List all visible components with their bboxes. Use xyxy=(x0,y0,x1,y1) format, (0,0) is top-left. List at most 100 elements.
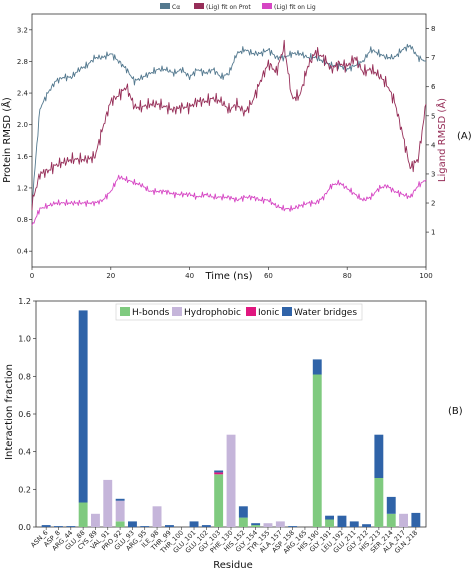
y2-tick-label: 2 xyxy=(431,200,435,208)
y-tick-label: 2.4 xyxy=(17,90,29,98)
bar-hydrophobic-ala-217 xyxy=(399,513,408,527)
legend-label-hbonds: H-bonds xyxy=(132,308,170,318)
rmsd-y-left-label: Protein RMSD (Å) xyxy=(0,97,13,183)
bar-water-glu-101 xyxy=(189,521,199,528)
bar-water-thr-99 xyxy=(165,525,174,527)
interaction-y-axis-label: Interaction fraction xyxy=(4,364,15,460)
bar-water-glu-93 xyxy=(128,521,137,528)
bar-water-his-152 xyxy=(238,506,248,518)
bar-water-gly-212 xyxy=(362,524,371,527)
bar-hbonds-pro-92 xyxy=(115,521,125,528)
rmsd-line-chart: 0 20 40 60 80 100 0.4 0.8 1.2 1.6 2.0 2.4 2.8 3.2 1 2… xyxy=(0,3,472,282)
legend-swatch-hydrophobic xyxy=(172,307,182,316)
bar-water-arg-95 xyxy=(140,526,150,527)
bar-water-asp-8 xyxy=(54,526,63,527)
y-tick-label: 3.2 xyxy=(17,26,28,34)
legend-label-lig-prot: (Lig) fit on Prot xyxy=(206,4,251,11)
y-tick-label: 1.2 xyxy=(17,184,28,192)
bar-hbonds-glu-88 xyxy=(78,502,88,527)
legend-swatch-ionic xyxy=(246,307,256,316)
legend-label-protein: Cα xyxy=(172,4,180,11)
legend-swatch-lig-prot xyxy=(194,3,204,9)
series-line-lig-lig xyxy=(31,174,427,226)
y-tick-label: 0.2 xyxy=(18,485,31,494)
legend-label-hydrophobic: Hydrophobic xyxy=(184,308,241,318)
y2-tick-label: 1 xyxy=(431,229,435,237)
y-tick-label: 0.8 xyxy=(17,216,28,224)
bar-water-gly-154 xyxy=(251,523,261,526)
rmsd-y-left-ticks: 0.4 0.8 1.2 1.6 2.0 2.4 2.8 3.2 xyxy=(17,26,32,256)
rmsd-y-right-label: Ligand RMSD (Å) xyxy=(435,98,448,182)
bar-water-pro-92 xyxy=(115,498,125,501)
panel-label-a: (A) xyxy=(457,131,472,142)
interaction-x-ticks: ASN_6ASP_8ARG_44GLU_88CYS_89VAL_91PRO_92… xyxy=(29,527,419,556)
bar-hbonds-gly-103 xyxy=(214,474,224,527)
y2-tick-label: 7 xyxy=(431,54,435,62)
rmsd-series-group xyxy=(31,39,427,226)
x-tick-label: 60 xyxy=(264,272,273,280)
y-tick-label: 0.8 xyxy=(18,372,31,381)
rmsd-y-right-ticks: 1 2 3 4 5 6 7 8 xyxy=(426,25,436,237)
y-tick-label: 2.8 xyxy=(17,58,28,66)
series-line-lig-prot xyxy=(31,39,427,211)
y-tick-label: 1.6 xyxy=(17,153,29,161)
bar-hbonds-ser-214 xyxy=(386,513,396,527)
bar-water-asp-158 xyxy=(288,526,298,527)
y-tick-label: 2.0 xyxy=(17,121,28,129)
bar-water-gly-103 xyxy=(214,470,224,473)
y2-tick-label: 4 xyxy=(431,141,436,149)
bar-hbonds-his-190 xyxy=(312,374,322,527)
y-tick-label: 1.2 xyxy=(18,297,31,306)
bar-hbonds-gly-154 xyxy=(251,525,261,527)
y2-tick-label: 5 xyxy=(431,112,435,120)
bar-water-his-213 xyxy=(374,434,384,478)
bar-water-his-190 xyxy=(312,359,322,375)
bar-hydrophobic-pro-92 xyxy=(115,500,125,522)
y2-tick-label: 3 xyxy=(431,170,435,178)
bar-hydrophobic-val-91 xyxy=(103,479,113,527)
bar-ionic-gly-103 xyxy=(214,472,224,475)
y-tick-label: 0.4 xyxy=(18,448,31,457)
y2-tick-label: 6 xyxy=(431,83,436,91)
x-tick-label: 80 xyxy=(343,272,352,280)
rmsd-x-ticks: 0 20 40 60 80 100 xyxy=(30,267,433,280)
bar-water-glu-211 xyxy=(349,521,359,528)
x-tick-label: 100 xyxy=(419,272,432,280)
y-tick-label: 1.0 xyxy=(18,335,31,344)
interaction-y-ticks: 0.0 0.2 0.4 0.6 0.8 1.0 1.2 xyxy=(18,297,36,532)
bar-hydrophobic-ile-98 xyxy=(152,506,162,527)
interaction-bar-chart: 0.0 0.2 0.4 0.6 0.8 1.0 1.2 ASN_6ASP_8ARG_44GL… xyxy=(4,297,463,571)
y-tick-label: 0.0 xyxy=(18,523,31,532)
series-line-protein xyxy=(31,43,427,204)
bar-hydrophobic-tyr-155 xyxy=(263,523,273,527)
bar-water-glu-102 xyxy=(201,525,211,527)
rmsd-x-axis-label: Time (ns) xyxy=(204,271,252,282)
legend-swatch-water xyxy=(282,307,292,316)
y2-tick-label: 8 xyxy=(431,25,435,33)
bar-water-arg-44 xyxy=(66,526,76,527)
interaction-x-axis-label: Residue xyxy=(213,560,252,571)
bar-hydrophobic-cys-89 xyxy=(91,513,100,527)
legend-swatch-lig-lig xyxy=(262,3,272,9)
bar-water-asn-6 xyxy=(41,525,51,527)
legend-label-ionic: Ionic xyxy=(258,308,279,318)
y-tick-label: 0.4 xyxy=(17,248,29,256)
x-tick-label: 0 xyxy=(30,272,34,280)
bar-hydrophobic-phe-130 xyxy=(226,434,236,527)
x-tick-label: 40 xyxy=(185,272,194,280)
rmsd-legend: Cα (Lig) fit on Prot (Lig) fit on Lig xyxy=(160,3,316,11)
y-tick-label: 0.6 xyxy=(18,410,31,419)
legend-label-water: Water bridges xyxy=(294,308,357,318)
rmsd-plot-frame xyxy=(31,13,427,268)
legend-swatch-hbonds xyxy=(120,307,130,316)
bar-water-gly-191 xyxy=(325,515,334,520)
bar-water-ser-214 xyxy=(386,496,396,514)
bar-hbonds-gly-191 xyxy=(325,519,334,527)
interaction-legend: H-bonds Hydrophobic Ionic Water bridges xyxy=(115,303,363,321)
bar-water-glu-88 xyxy=(78,310,88,503)
bar-hbonds-his-213 xyxy=(374,478,384,527)
bar-water-leu-192 xyxy=(337,515,347,527)
bar-hbonds-his-152 xyxy=(238,517,248,527)
bar-water-gln-218 xyxy=(411,512,421,527)
